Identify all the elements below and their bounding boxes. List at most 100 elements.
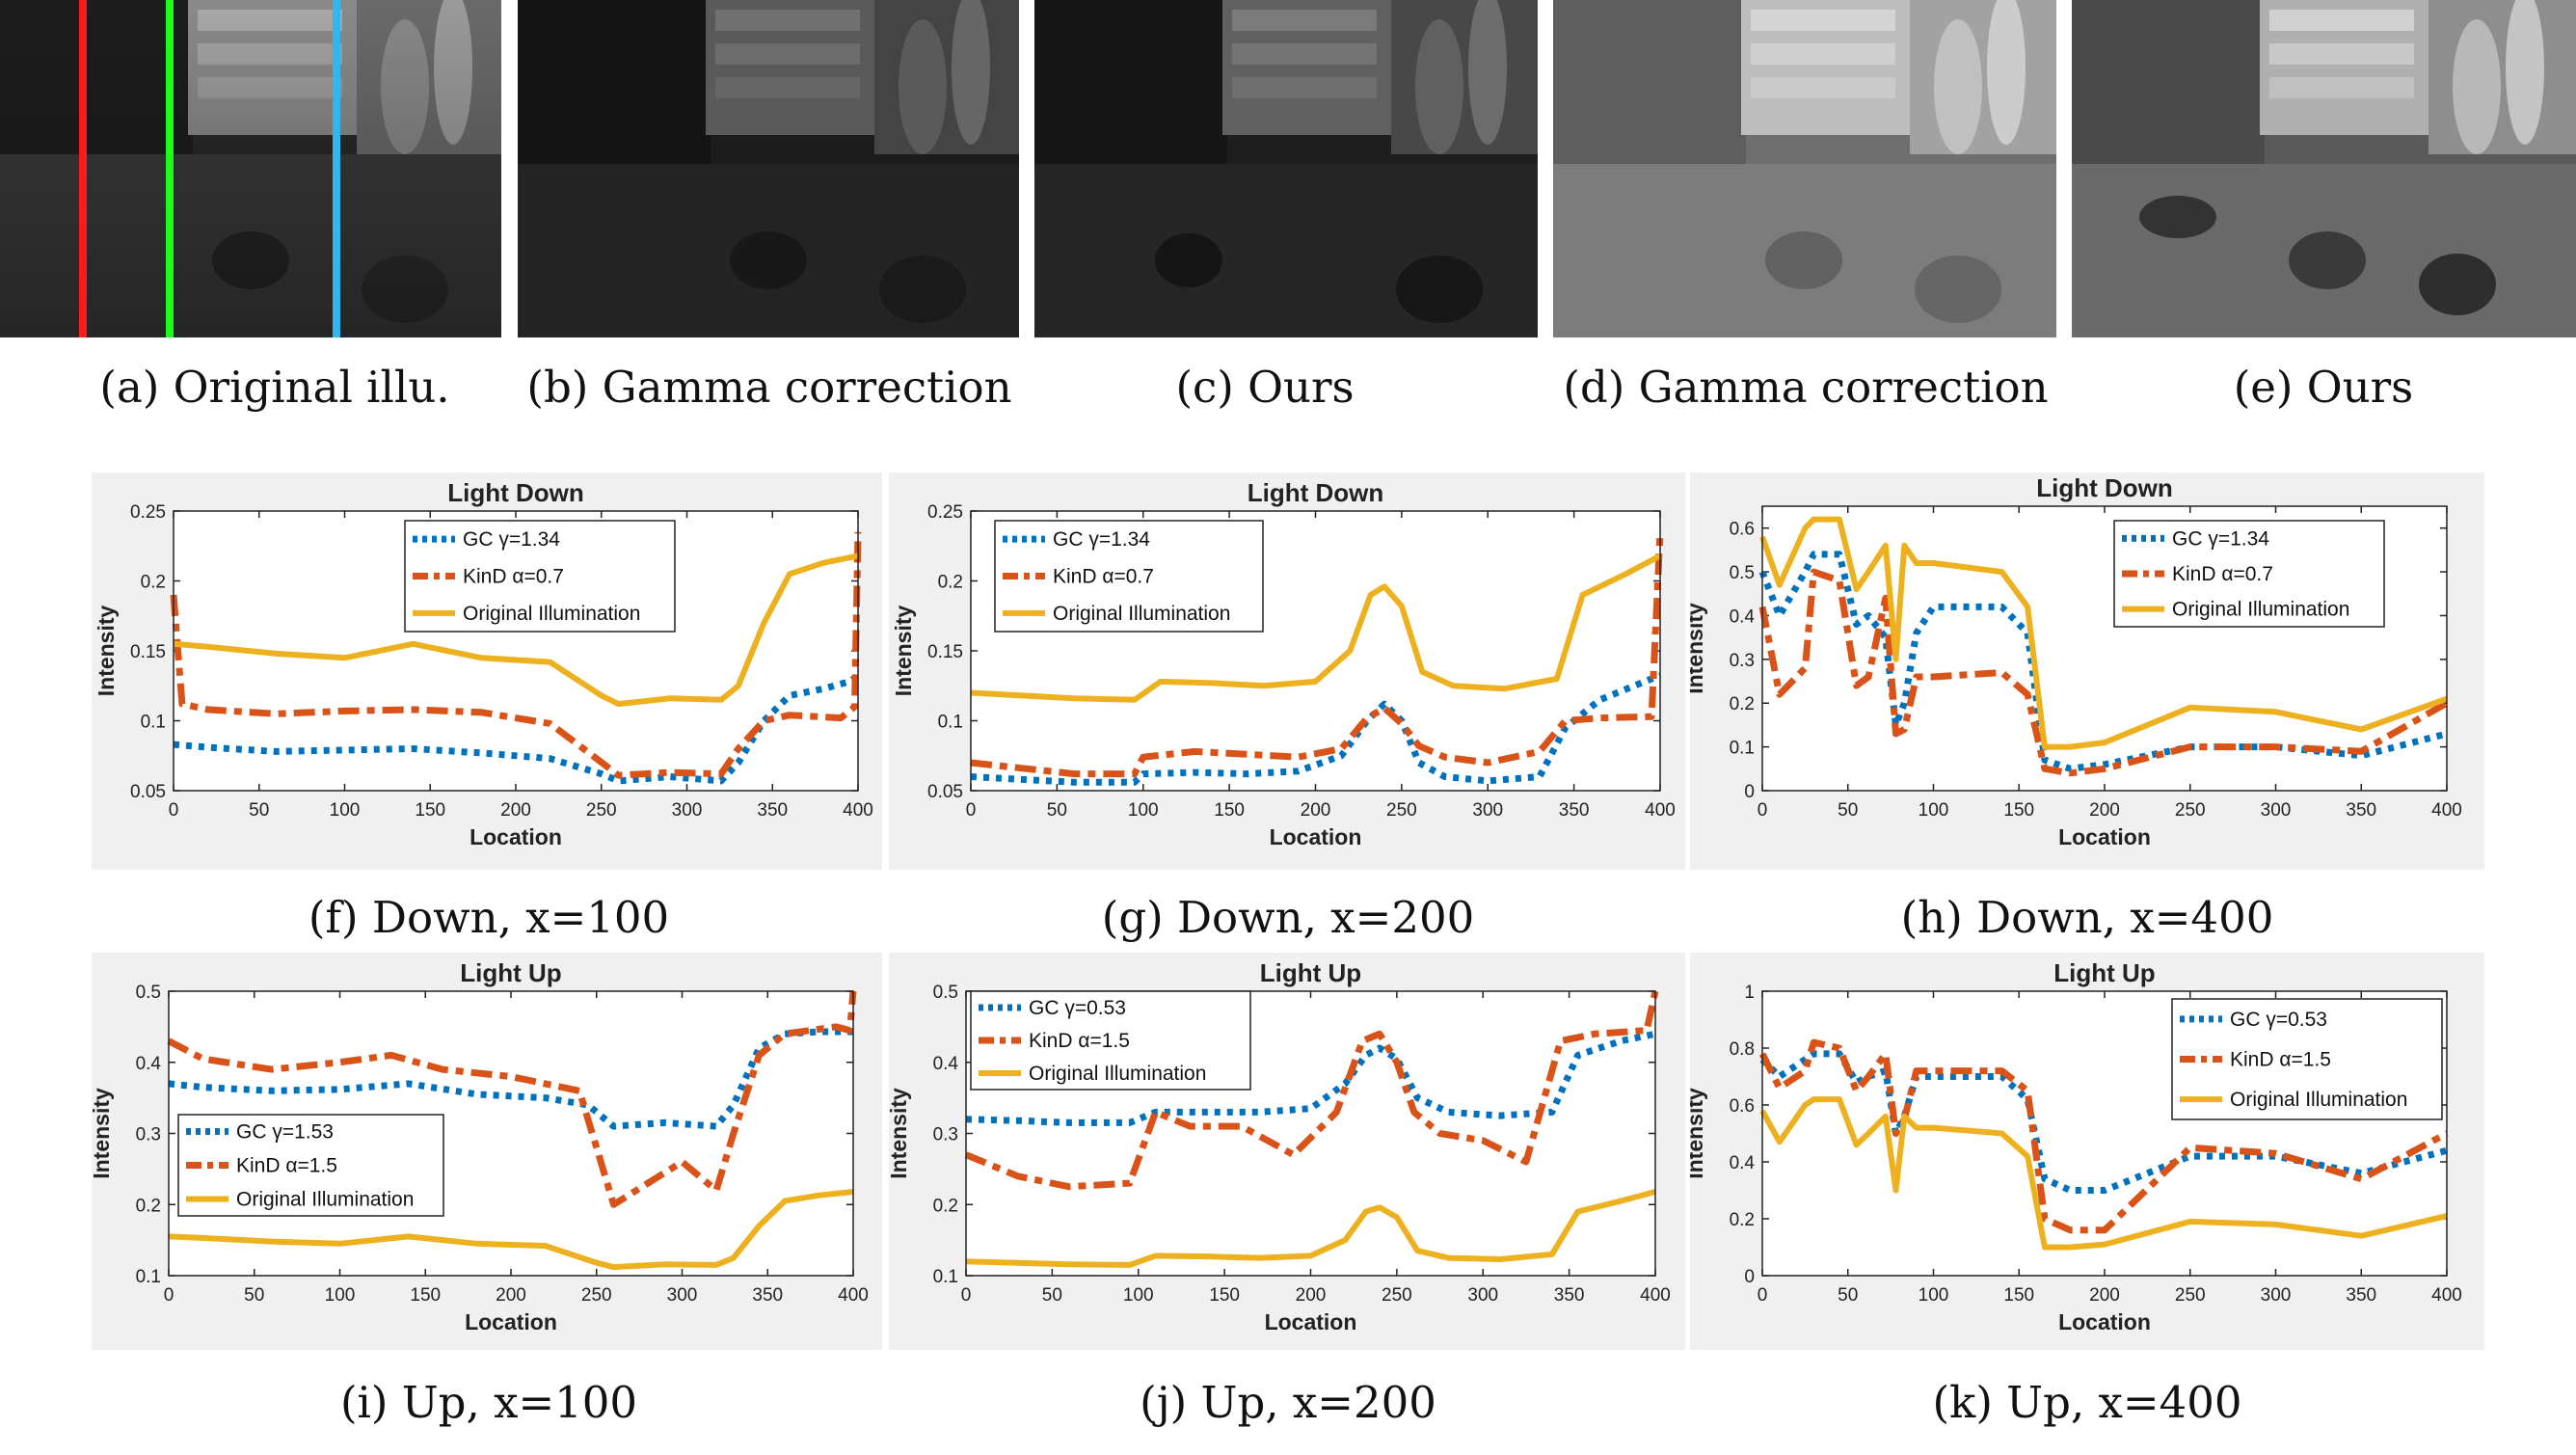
series-line-3 [970, 552, 1662, 703]
x-tick-label: 300 [672, 800, 703, 821]
y-tick-label: 0 [1744, 1267, 1755, 1287]
chart-title: Light Up [460, 958, 561, 987]
x-tick-label: 400 [1640, 1285, 1671, 1306]
y-axis-label: Intensity [1690, 1088, 1707, 1179]
x-tick-label: 0 [961, 1285, 972, 1306]
legend-label: Original Illumination [2230, 1089, 2407, 1111]
plot-frame [173, 510, 859, 792]
x-axis-label: Location [470, 824, 562, 849]
x-axis-label: Location [2058, 1309, 2151, 1334]
x-tick-label: 350 [2346, 1285, 2376, 1306]
caption-g: (g) Down, x=200 [1101, 892, 1475, 943]
x-axis-label: Location [2058, 824, 2151, 849]
caption-e: (e) Ours [2233, 362, 2414, 413]
chart-title: Light Down [447, 478, 584, 507]
plot-frame [965, 990, 1656, 1277]
x-tick-label: 150 [410, 1285, 441, 1306]
plot-k-panel: Light Up 0 50 100 150 200 250 300 350 400 0 0.2 0.4 0… [1690, 953, 2484, 1350]
y-tick-label: 0.15 [130, 642, 166, 662]
plot-i-panel: Light Up 0 50 100 150 200 250 300 350 400 0.1 0.2 0.… [92, 953, 882, 1350]
y-tick-label: 0.3 [1730, 651, 1755, 671]
caption-h: (h) Down, x=400 [1900, 892, 2274, 943]
x-tick-label: 150 [1214, 800, 1245, 821]
legend-label: KinD α=0.7 [463, 566, 564, 588]
y-tick-label: 0.6 [1730, 520, 1755, 540]
x-tick-label: 0 [966, 800, 977, 821]
legend-label: GC γ=0.53 [2230, 1009, 2327, 1031]
legend-label: KinD α=1.5 [236, 1155, 337, 1177]
caption-f: (f) Down, x=100 [308, 892, 670, 943]
x-tick-label: 300 [2261, 1285, 2292, 1306]
legend-label: Original Illumination [1053, 603, 1230, 625]
y-tick-label: 0.5 [933, 983, 958, 1003]
x-tick-label: 400 [2431, 1285, 2462, 1306]
plot-f-panel: Light Down 0 50 100 150 200 250 300 350 400 0.05 0.… [92, 472, 882, 870]
y-axis-label: Intensity [92, 1088, 114, 1179]
x-axis-label: Location [1265, 1309, 1357, 1334]
plot-frame [168, 990, 854, 1277]
legend-label: Original Illumination [463, 603, 640, 625]
plot-frame [1761, 505, 2448, 792]
x-tick-label: 400 [838, 1285, 869, 1306]
y-tick-label: 0.2 [141, 573, 166, 593]
x-axis-label: Location [1270, 824, 1362, 849]
x-tick-label: 50 [249, 800, 269, 821]
x-tick-label: 200 [2089, 1285, 2120, 1306]
x-tick-label: 50 [1042, 1285, 1062, 1306]
x-tick-label: 200 [500, 800, 531, 821]
plot-frame [970, 510, 1661, 792]
y-tick-label: 0.1 [141, 713, 166, 733]
x-tick-label: 50 [1838, 800, 1858, 821]
y-tick-label: 0.2 [1730, 1210, 1755, 1230]
legend-label: GC γ=1.53 [236, 1121, 334, 1144]
series-line-1 [1758, 551, 2448, 772]
y-tick-label: 0.2 [136, 1196, 161, 1216]
chart-title: Light Down [1248, 478, 1384, 507]
legend-label: GC γ=1.34 [1053, 528, 1150, 551]
series-line-1 [970, 672, 1662, 786]
chart-title: Light Down [2036, 473, 2173, 502]
x-tick-label: 200 [496, 1285, 526, 1306]
x-tick-label: 150 [2003, 1285, 2034, 1306]
y-tick-label: 1 [1744, 983, 1755, 1003]
y-tick-label: 0.8 [1730, 1039, 1755, 1060]
y-tick-label: 0 [1744, 782, 1755, 802]
x-tick-label: 100 [1919, 800, 1949, 821]
y-tick-label: 0.1 [933, 1267, 958, 1287]
x-tick-label: 200 [1296, 1285, 1327, 1306]
x-tick-label: 350 [757, 800, 788, 821]
series-line-3 [1759, 1096, 2448, 1251]
x-tick-label: 50 [244, 1285, 264, 1306]
x-tick-label: 0 [1758, 1285, 1768, 1306]
y-tick-label: 0.05 [927, 782, 963, 802]
y-tick-label: 0.2 [1730, 694, 1755, 714]
y-axis-label: Intensity [94, 606, 119, 697]
y-tick-label: 0.4 [1730, 606, 1756, 627]
y-tick-label: 0.15 [927, 642, 963, 662]
x-tick-label: 100 [1128, 800, 1159, 821]
x-axis-label: Location [465, 1309, 557, 1334]
x-tick-label: 400 [1645, 800, 1676, 821]
series-line-2 [964, 990, 1659, 1191]
y-tick-label: 0.4 [136, 1054, 162, 1074]
x-tick-label: 0 [164, 1285, 174, 1306]
x-tick-label: 300 [1467, 1285, 1498, 1306]
series-line-2 [970, 531, 1664, 778]
series-line-3 [1759, 516, 2449, 750]
x-tick-label: 250 [1386, 800, 1417, 821]
x-tick-label: 100 [1919, 1285, 1949, 1306]
legend-label: Original Illumination [2172, 599, 2349, 621]
caption-b: (b) Gamma correction [526, 362, 1012, 413]
chart-title: Light Up [1260, 958, 1361, 987]
plot-frame [1761, 990, 2448, 1277]
x-tick-label: 100 [1123, 1285, 1154, 1306]
x-tick-label: 150 [1209, 1285, 1240, 1306]
y-axis-label: Intensity [889, 1088, 911, 1179]
x-tick-label: 400 [2431, 800, 2462, 821]
y-tick-label: 0.1 [136, 1267, 161, 1287]
y-tick-label: 0.4 [1730, 1153, 1756, 1173]
legend-label: KinD α=1.5 [2230, 1049, 2331, 1071]
x-tick-label: 350 [752, 1285, 783, 1306]
series-line-3 [965, 1189, 1656, 1268]
x-tick-label: 350 [2346, 800, 2376, 821]
